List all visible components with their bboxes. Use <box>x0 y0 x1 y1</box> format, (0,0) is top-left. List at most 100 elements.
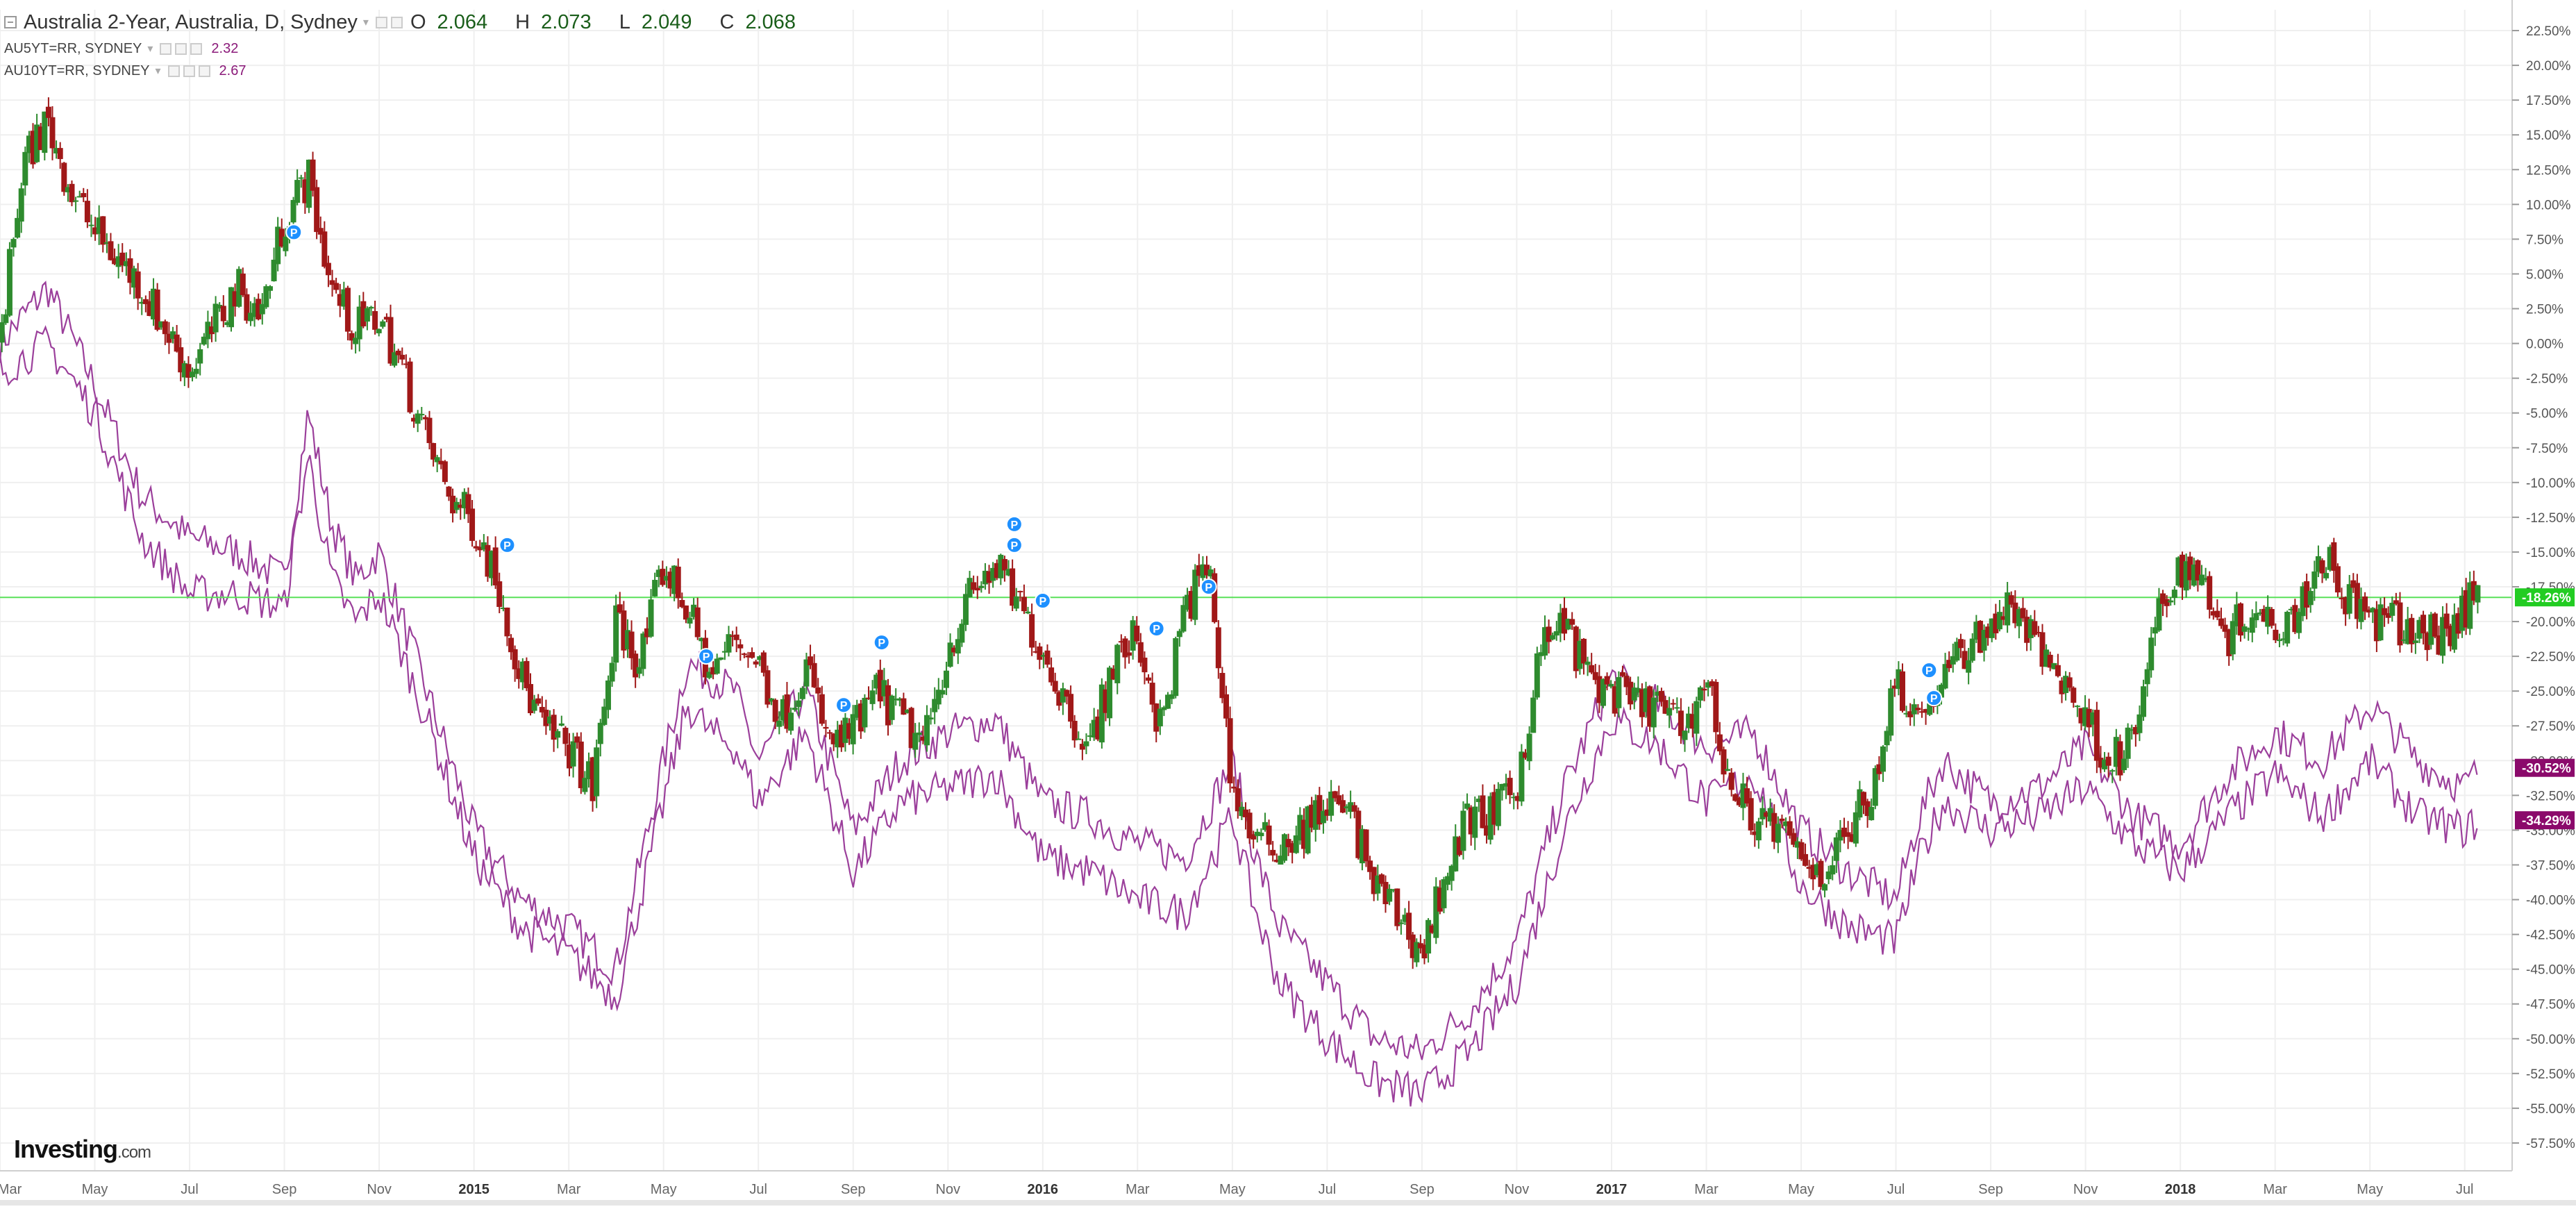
close-icon[interactable] <box>190 42 203 55</box>
candle-body <box>1173 637 1179 697</box>
chevron-down-icon[interactable]: ▾ <box>147 43 153 55</box>
marker-letter: P <box>1011 519 1019 531</box>
candle-body <box>2241 626 2248 632</box>
hide-icon[interactable] <box>183 65 195 77</box>
marker-circle[interactable] <box>835 697 853 714</box>
chevron-down-icon[interactable]: ▾ <box>155 65 161 77</box>
candle-body <box>1056 692 1062 706</box>
candle-body <box>1005 569 1012 576</box>
marker-circle[interactable] <box>1200 578 1217 595</box>
close-icon[interactable] <box>198 65 210 77</box>
y-tick-label: 15.00% <box>2526 128 2571 143</box>
candle-down <box>302 172 308 214</box>
chevron-down-icon[interactable]: ▾ <box>362 17 369 28</box>
settings-icon[interactable] <box>160 42 172 55</box>
candle-body <box>450 495 456 514</box>
candle-down <box>411 414 417 428</box>
marker-circle[interactable] <box>1925 690 1943 707</box>
hide-icon[interactable] <box>390 16 403 28</box>
candle-down <box>100 216 106 253</box>
marker-circle[interactable] <box>873 634 890 651</box>
candle-up <box>998 553 1004 585</box>
candle-body <box>842 717 848 743</box>
candle-down <box>372 301 378 335</box>
candle-up <box>1445 872 1451 891</box>
candle-body <box>1927 703 1933 715</box>
marker-circle[interactable] <box>1005 515 1023 533</box>
candle-body <box>438 460 444 465</box>
candle-body <box>329 280 335 285</box>
candle-down <box>1394 888 1400 931</box>
event-marker-icon[interactable]: P <box>285 224 303 241</box>
candle-up <box>2451 603 2457 653</box>
candle-body <box>2164 599 2170 606</box>
candle-body <box>2455 613 2461 634</box>
candle-up <box>42 111 48 161</box>
event-marker-icon[interactable]: P <box>1148 620 1165 637</box>
marker-circle[interactable] <box>285 224 303 241</box>
candle-down <box>1876 756 1882 781</box>
candle-up <box>88 215 94 237</box>
candle-down <box>1670 699 1676 710</box>
candle-body <box>2117 741 2123 776</box>
candle-body <box>2027 619 2034 638</box>
candle-up <box>904 709 910 714</box>
event-marker-icon[interactable]: P <box>1921 662 1938 679</box>
candle-body <box>2109 770 2116 772</box>
candle-body <box>1830 865 1836 875</box>
marker-circle[interactable] <box>1921 662 1938 679</box>
candle-up <box>1359 825 1365 871</box>
marker-circle[interactable] <box>1034 592 1051 610</box>
event-marker-icon[interactable]: P <box>499 536 516 553</box>
candle-body <box>259 303 265 315</box>
candle-body <box>1025 611 1031 614</box>
settings-icon[interactable] <box>375 16 387 28</box>
candle-body <box>2463 590 2469 628</box>
marker-circle[interactable] <box>499 536 516 553</box>
x-tick-label: Jul <box>749 1182 767 1197</box>
event-marker-icon[interactable]: P <box>873 634 890 651</box>
candle-up <box>2401 630 2407 644</box>
event-marker-icon[interactable]: P <box>698 648 715 665</box>
marker-circle[interactable] <box>698 648 715 665</box>
candle-down <box>310 151 316 197</box>
candle-body <box>644 628 650 637</box>
candle-up <box>2090 709 2096 737</box>
candle-down <box>1507 770 1513 804</box>
candle-down <box>178 337 184 382</box>
marker-circle[interactable] <box>1148 620 1165 637</box>
hide-icon[interactable] <box>175 42 187 55</box>
candle-body <box>528 684 534 713</box>
candle-up <box>1114 643 1121 694</box>
candle-down <box>1962 639 1968 669</box>
candle-body <box>267 286 273 291</box>
event-marker-icon[interactable]: P <box>835 697 853 714</box>
candle-up <box>1825 865 1832 885</box>
scrollbar[interactable] <box>0 1200 2576 1206</box>
candle-body <box>570 741 576 767</box>
candle-up <box>1693 697 1700 747</box>
candle-body <box>2199 574 2205 585</box>
candle-down <box>1134 616 1140 644</box>
marker-circle[interactable] <box>1005 536 1023 553</box>
candle-body <box>1192 569 1198 620</box>
event-marker-icon[interactable]: P <box>1925 690 1943 707</box>
candle-up <box>1833 832 1839 874</box>
event-marker-icon[interactable]: P <box>1005 536 1023 553</box>
event-marker-icon[interactable]: P <box>1005 515 1023 533</box>
candle-down <box>1351 801 1357 819</box>
candle-up <box>415 410 421 433</box>
candle-down <box>562 726 569 756</box>
collapse-icon[interactable] <box>4 16 17 28</box>
candle-down <box>1592 664 1598 685</box>
event-marker-icon[interactable]: P <box>1200 578 1217 595</box>
settings-icon[interactable] <box>167 65 180 77</box>
candle-body <box>745 655 751 658</box>
event-marker-icon[interactable]: P <box>1034 592 1051 610</box>
candle-down <box>877 659 883 708</box>
candle-body <box>718 657 724 660</box>
candle-body <box>1969 638 1975 661</box>
candle-down <box>1612 681 1618 717</box>
